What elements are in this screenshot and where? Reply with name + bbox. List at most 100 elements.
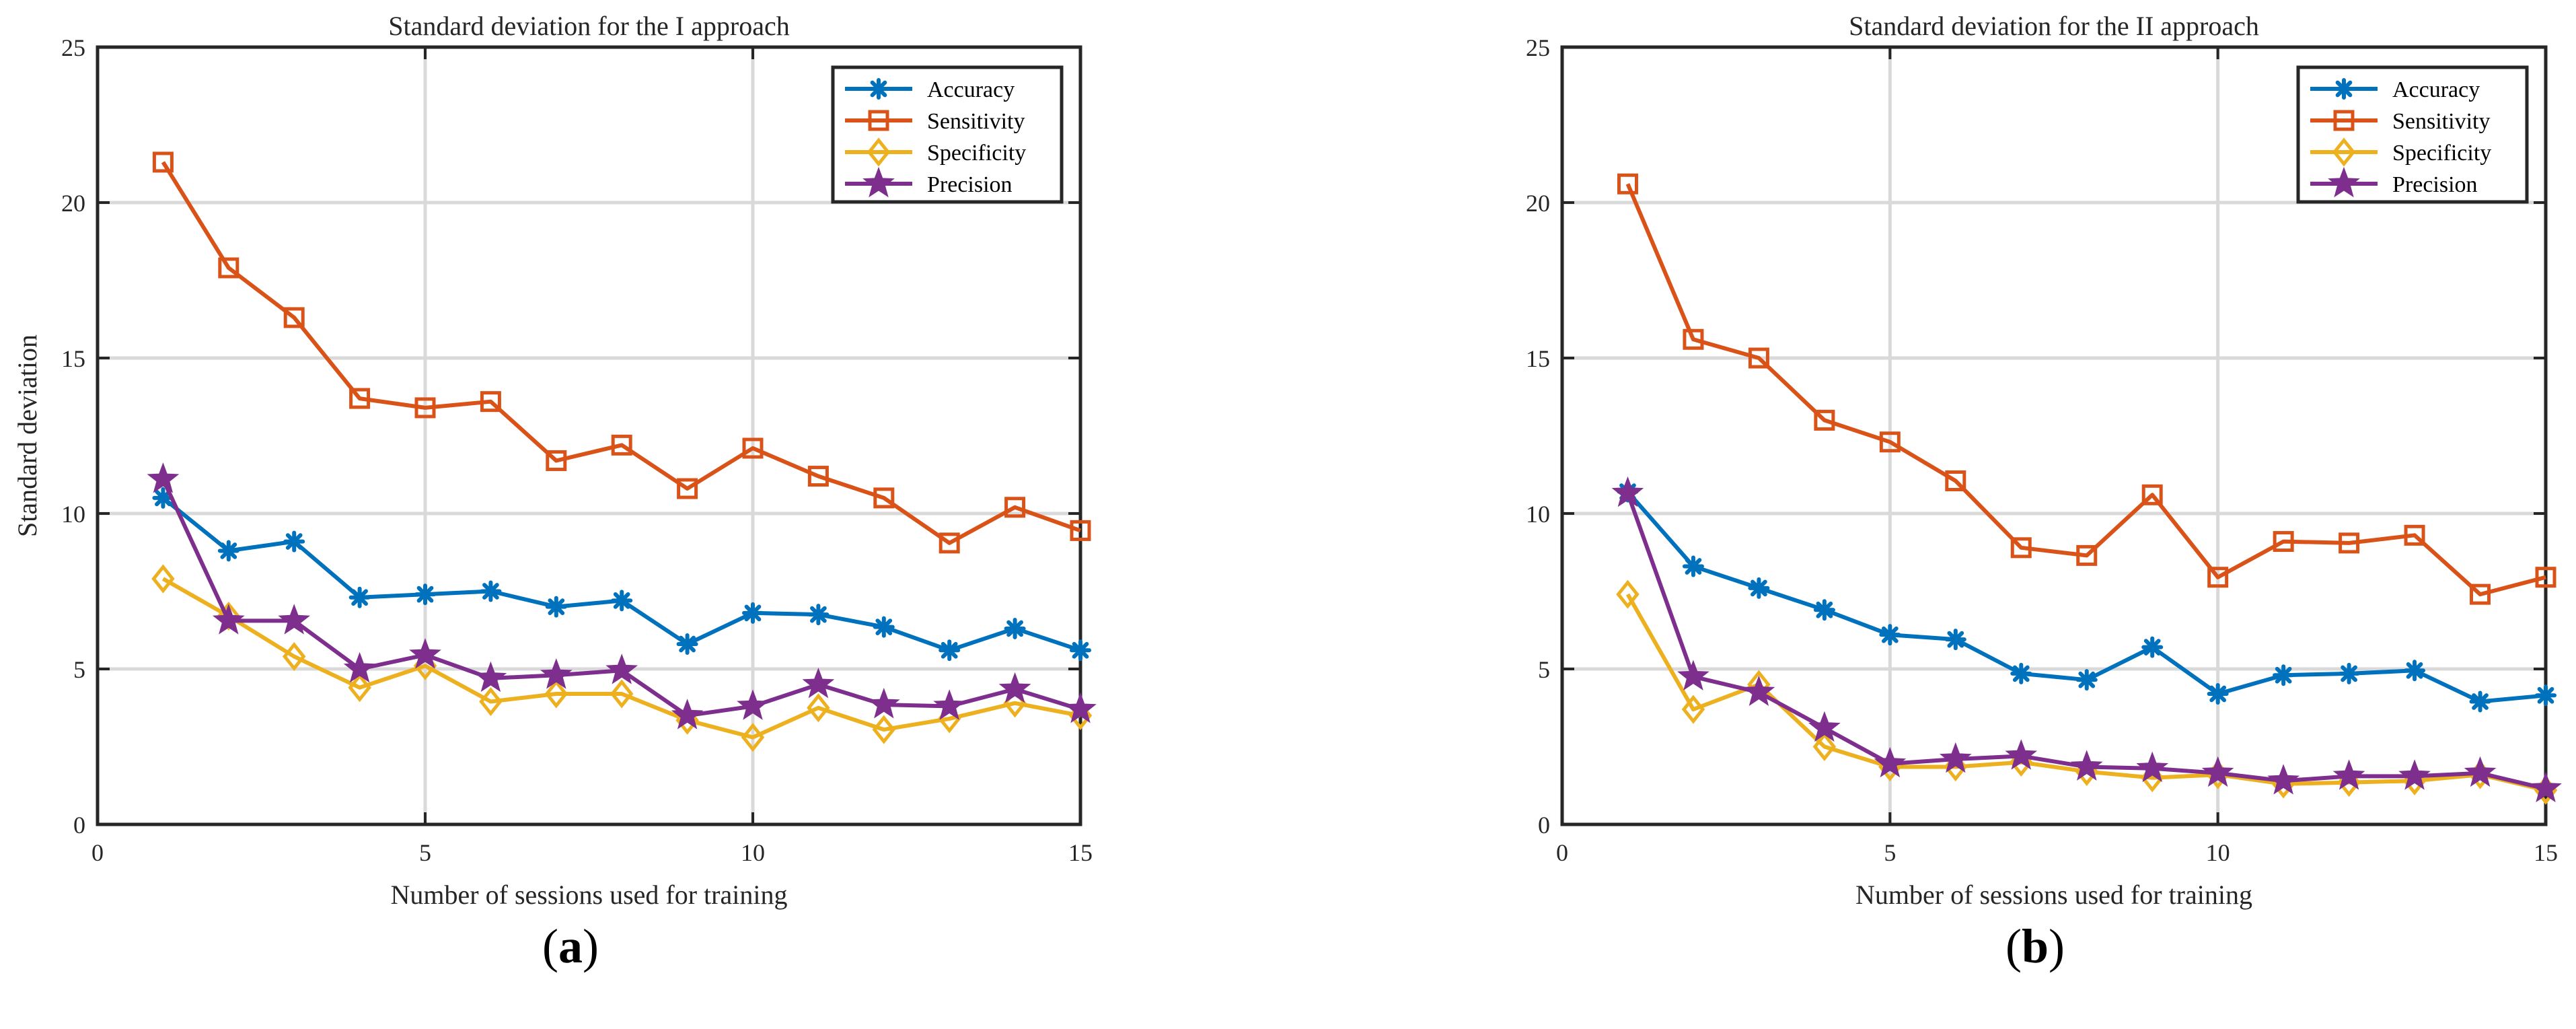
panel-b-legend-item-precision-label: Precision xyxy=(2392,172,2478,197)
panel-b-legend-item-sensitivity: Sensitivity xyxy=(2310,109,2490,134)
panel-a-series-precision-point xyxy=(147,462,180,493)
panel-b-y-tick-label: 20 xyxy=(1526,190,1550,217)
panel-b-series-precision-point xyxy=(1874,746,1907,778)
panel-a-y-axis-label: Standard deviation xyxy=(12,334,42,537)
panel-b-legend-item-sensitivity-marker xyxy=(2333,110,2355,131)
panel-b-legend: Accuracy Sensitivity Specificity Precision xyxy=(2296,65,2529,204)
panel-a-series-specificity-line xyxy=(161,577,1081,740)
panel-a-series-sensitivity-point xyxy=(283,307,305,328)
panel-a-series-sensitivity-line xyxy=(161,161,1082,545)
panel-a-series-accuracy-point xyxy=(545,596,567,618)
panel-a-legend-item-specificity: Specificity xyxy=(845,137,1026,167)
panel-a-x-tick-label: 0 xyxy=(91,839,104,866)
panel-a-series-specificity-point xyxy=(544,679,568,709)
panel-a-series-accuracy-point xyxy=(611,590,633,612)
panel-a-series-specificity-point xyxy=(479,686,503,717)
panel-a-caption: (a) xyxy=(542,919,599,973)
panel-a-series-specificity-point xyxy=(348,673,371,703)
panel-b: 0 5 10 15 0 5 10 15 20 25 Standard deviation for… xyxy=(1526,11,2562,973)
panel-a-x-axis-label: Number of sessions used for training xyxy=(391,880,788,910)
panel-a-series-sensitivity-point xyxy=(1004,497,1026,518)
panel-b-series-accuracy-point xyxy=(1682,555,1704,577)
panel-b-ticks xyxy=(1561,46,2547,826)
panel-a-caption-close-paren: ) xyxy=(583,919,599,973)
panel-b-series-precision-point xyxy=(1677,660,1709,690)
panel-b-legend-item-accuracy-label: Accuracy xyxy=(2392,77,2480,102)
panel-a-series-precision-point xyxy=(409,638,441,669)
panel-a-series-sensitivity-point xyxy=(546,450,567,471)
panel-b-legend-item-sensitivity-label: Sensitivity xyxy=(2392,109,2490,134)
panel-b-series-sensitivity-point xyxy=(1945,470,1966,491)
panel-b-series-accuracy-point xyxy=(1813,599,1835,621)
panel-a-series-accuracy-point xyxy=(1004,617,1026,639)
panel-a-series-accuracy-point xyxy=(152,487,174,509)
panel-a-series-specificity-point xyxy=(807,693,830,723)
panel-a-legend-item-precision-label: Precision xyxy=(927,172,1013,197)
panel-b-series-sensitivity xyxy=(1617,173,2556,605)
panel-b-series-sensitivity-point xyxy=(1748,347,1769,369)
panel-b-series-sensitivity-point xyxy=(1879,431,1901,453)
panel-b-series-sensitivity-point xyxy=(2470,583,2491,605)
panel-a-series-specificity-point xyxy=(151,564,175,594)
panel-a-x-tick-label: 10 xyxy=(741,839,765,866)
panel-b-series-precision-point xyxy=(1939,742,1972,773)
panel-b-series-precision-point xyxy=(1742,675,1775,706)
panel-b-series-precision xyxy=(1611,476,2562,803)
panel-a-series-accuracy-point xyxy=(676,633,698,655)
panel-b-caption-close-paren: ) xyxy=(2049,919,2065,973)
panel-a-caption-letter: a xyxy=(558,919,583,973)
panel-b-series-sensitivity-point xyxy=(2535,567,2556,588)
panel-a-series-accuracy-point xyxy=(742,602,764,624)
panel-a-series-accuracy-point xyxy=(939,639,961,662)
panel-b-series-sensitivity-point xyxy=(1814,409,1835,431)
panel-b-legend-item-specificity-marker xyxy=(2332,137,2356,167)
panel-b-series-specificity-point xyxy=(1812,732,1837,762)
panel-b-series-accuracy-point xyxy=(2010,662,2032,684)
panel-a-legend-item-accuracy-label: Accuracy xyxy=(927,77,1015,102)
panel-b-series-sensitivity-point xyxy=(2339,532,2360,554)
panel-b-series-accuracy-point xyxy=(2535,684,2556,707)
panel-b-legend-item-specificity: Specificity xyxy=(2310,137,2491,167)
panel-a-series-sensitivity-point xyxy=(807,466,829,487)
panel-b-series-sensitivity-point xyxy=(2141,484,2163,505)
panel-a-legend: Accuracy Sensitivity Specificity Precision xyxy=(831,65,1064,204)
panel-a-series-sensitivity-point xyxy=(742,437,764,459)
panel-b-x-tick-label: 10 xyxy=(2206,839,2230,866)
panel-b-series-accuracy-point xyxy=(1879,624,1901,646)
panel-a-x-tick-label: 15 xyxy=(1068,839,1093,866)
panel-b-series-sensitivity-point xyxy=(2076,544,2098,566)
panel-a-series-sensitivity-point xyxy=(152,151,174,173)
panel-a-x-tick-labels: 0 5 10 15 xyxy=(91,839,1093,866)
panel-b-series-sensitivity-line xyxy=(1625,183,2546,597)
panel-b-series-sensitivity-point xyxy=(2273,531,2294,553)
panel-b-series-specificity-point xyxy=(1681,695,1705,724)
panel-b-y-tick-labels: 0 5 10 15 20 25 xyxy=(1526,34,1550,839)
panel-a-series-specificity-point xyxy=(872,715,896,744)
panel-b-series-precision-point xyxy=(2464,756,2497,787)
panel-a-series-sensitivity-point xyxy=(611,434,632,456)
panel-b-series-accuracy-point xyxy=(1748,577,1770,599)
panel-b-series-specificity-point xyxy=(1616,579,1640,609)
panel-b-series-sensitivity-point xyxy=(2207,567,2229,588)
panel-a-legend-item-precision-marker xyxy=(862,166,895,198)
panel-b-series-precision-point xyxy=(1808,711,1841,742)
panel-b-legend-item-precision: Precision xyxy=(2310,166,2478,198)
panel-b-series-precision-point xyxy=(2136,751,2169,783)
panel-b-x-axis-label: Number of sessions used for training xyxy=(1855,880,2252,910)
panel-a-legend-item-specificity-marker xyxy=(867,137,891,167)
panel-b-series-precision-point xyxy=(2267,764,2300,795)
panel-b-series-accuracy-point xyxy=(2141,636,2164,658)
panel-b-plot-area xyxy=(1560,45,2548,826)
panel-a-series-precision-point xyxy=(212,604,245,635)
panel-a-series-precision-point xyxy=(933,689,966,720)
panel-b-series-accuracy-point xyxy=(2338,662,2360,684)
panel-a-plot-area xyxy=(96,45,1082,826)
panel-a-series-precision-point xyxy=(737,689,769,720)
panel-b-series-sensitivity-point xyxy=(2010,537,2032,559)
panel-a-y-tick-label: 5 xyxy=(73,656,85,683)
panel-a-series-accuracy xyxy=(152,487,1091,662)
panel-b-caption-letter: b xyxy=(2022,919,2049,973)
panel-a-series-precision-point xyxy=(278,604,311,635)
panel-a-y-tick-label: 0 xyxy=(73,812,85,839)
panel-a-series-specificity-point xyxy=(610,679,634,709)
